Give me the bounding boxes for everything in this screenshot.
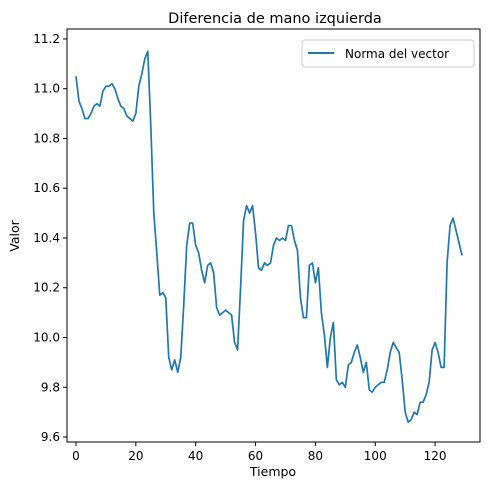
- y-axis-label: Valor: [7, 219, 22, 251]
- plot-frame: [66, 28, 481, 443]
- y-tick-label: 10.8: [33, 131, 60, 145]
- x-tick-label: 40: [188, 449, 203, 463]
- y-tick-label: 10.0: [33, 331, 60, 345]
- legend: Norma del vector: [301, 39, 475, 68]
- x-axis-label: Tiempo: [249, 464, 296, 479]
- chart-title: Diferencia de mano izquierda: [168, 11, 382, 27]
- y-tick-label: 9.8: [41, 380, 60, 394]
- legend-box: [301, 39, 475, 68]
- legend-label: Norma del vector: [345, 47, 449, 61]
- axis-ticks: 0 20 40 60 80 100 120 9.6 9.8 10.0 10.2 10.4 10.6 10.…: [33, 32, 446, 463]
- y-tick-label: 11.0: [33, 82, 60, 96]
- y-tick-label: 11.2: [33, 32, 60, 46]
- x-tick-label: 0: [72, 449, 80, 463]
- x-tick-label: 120: [424, 449, 447, 463]
- x-tick-label: 80: [308, 449, 323, 463]
- x-tick-label: 100: [364, 449, 387, 463]
- series-line: [75, 50, 463, 423]
- y-tick-label: 10.4: [33, 231, 60, 245]
- y-tick-label: 9.6: [41, 430, 60, 444]
- series-layer: [75, 50, 463, 423]
- x-tick-label: 20: [128, 449, 143, 463]
- y-tick-label: 10.6: [33, 181, 60, 195]
- x-tick-label: 60: [248, 449, 263, 463]
- y-tick-label: 10.2: [33, 281, 60, 295]
